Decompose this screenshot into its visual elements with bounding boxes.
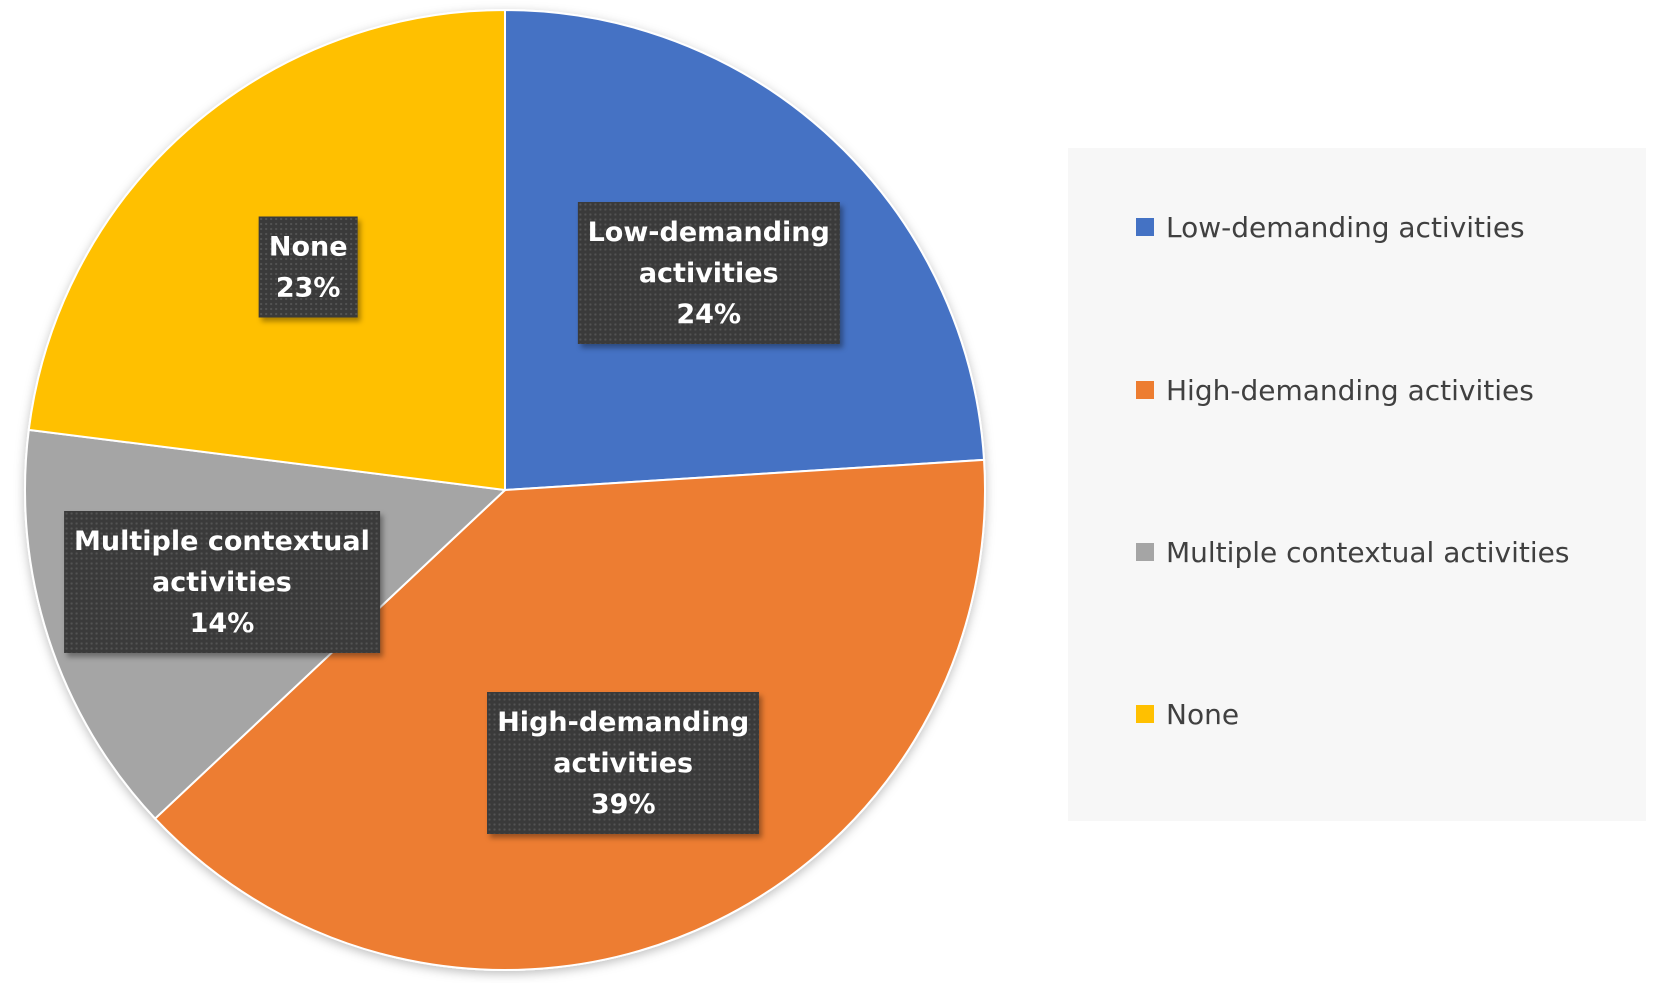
legend: Low-demanding activities High-demanding … (1068, 148, 1646, 821)
data-label-name: Multiple contextual (74, 525, 370, 557)
legend-item-none: None (1136, 694, 1239, 734)
data-label-name: activities (553, 748, 694, 780)
data-label-high-demanding: High-demanding activities 39% (487, 692, 760, 835)
data-label-name: activities (152, 566, 292, 598)
data-label-value: 14% (189, 607, 255, 639)
legend-swatch-low-demanding (1136, 218, 1154, 236)
data-label-name: Low-demanding (587, 217, 830, 249)
legend-swatch-multiple-contextual (1136, 543, 1154, 561)
data-label-value: 24% (676, 299, 742, 331)
data-label-low-demanding: Low-demanding activities 24% (577, 202, 840, 345)
data-label-none: None 23% (258, 216, 358, 318)
legend-item-low-demanding: Low-demanding activities (1136, 207, 1525, 247)
data-label-value: 39% (590, 789, 656, 821)
data-label-name: High-demanding (497, 707, 750, 739)
legend-label-high-demanding: High-demanding activities (1166, 373, 1534, 407)
legend-swatch-none (1136, 705, 1154, 723)
legend-item-multiple-contextual: Multiple contextual activities (1136, 532, 1569, 572)
legend-item-high-demanding: High-demanding activities (1136, 370, 1534, 410)
data-label-name: None (268, 231, 348, 263)
legend-swatch-high-demanding (1136, 381, 1154, 399)
legend-label-none: None (1166, 697, 1240, 731)
data-label-value: 23% (275, 272, 341, 304)
legend-label-low-demanding: Low-demanding activities (1166, 210, 1525, 244)
data-label-name: activities (638, 258, 779, 290)
data-label-multiple-contextual: Multiple contextual activities 14% (64, 510, 380, 653)
legend-label-multiple-contextual: Multiple contextual activities (1166, 535, 1570, 569)
